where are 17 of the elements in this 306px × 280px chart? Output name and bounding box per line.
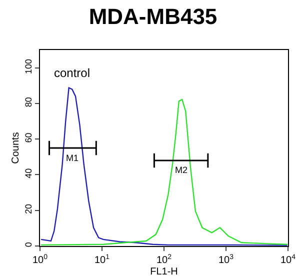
chart-title: MDA-MB435 <box>88 4 218 29</box>
y-tick-label: 40 <box>23 168 34 178</box>
x-tick-label: 10$^{2}$ <box>156 254 172 266</box>
y-tick-label: 20 <box>23 204 34 214</box>
y-tick-label: 60 <box>23 132 34 143</box>
series-label: M2 <box>175 165 188 175</box>
x-axis-title: FL1-H <box>150 266 178 278</box>
annotation: control <box>54 66 90 80</box>
x-tick-label: 10$^{3}$ <box>218 254 234 266</box>
y-tick-label: 100 <box>23 58 34 74</box>
y-tick-label: 80 <box>23 97 34 108</box>
x-tick-label: 10$^{1}$ <box>94 254 110 266</box>
x-tick-label: 10$^{4}$ <box>280 254 296 266</box>
y-tick-label: 0 <box>23 242 34 248</box>
x-tick-label: 10$^{0}$ <box>32 254 48 266</box>
y-axis-title: Counts <box>10 132 22 164</box>
series-label: M1 <box>66 153 79 163</box>
